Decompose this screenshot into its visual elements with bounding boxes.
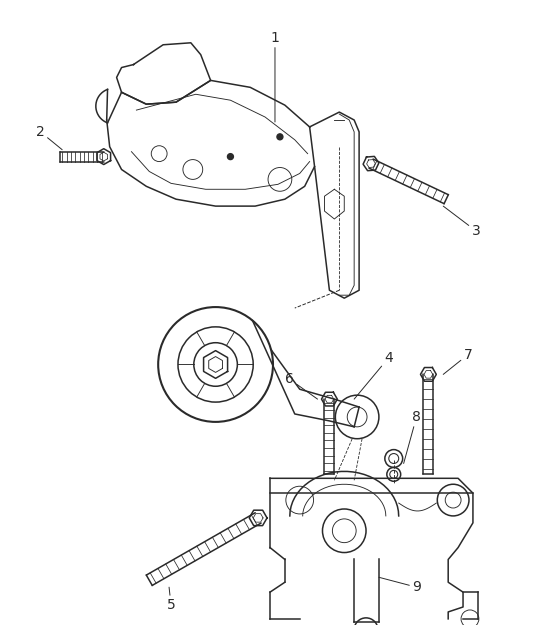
Text: 2: 2 — [36, 125, 62, 149]
Text: 5: 5 — [167, 587, 175, 612]
Text: 9: 9 — [379, 577, 421, 594]
Text: 6: 6 — [286, 372, 318, 399]
Circle shape — [277, 134, 283, 140]
Text: 4: 4 — [354, 350, 393, 399]
Text: 8: 8 — [404, 410, 421, 463]
Circle shape — [227, 154, 233, 160]
Text: 1: 1 — [270, 31, 280, 122]
Text: 7: 7 — [443, 347, 473, 374]
Text: 3: 3 — [443, 206, 480, 238]
